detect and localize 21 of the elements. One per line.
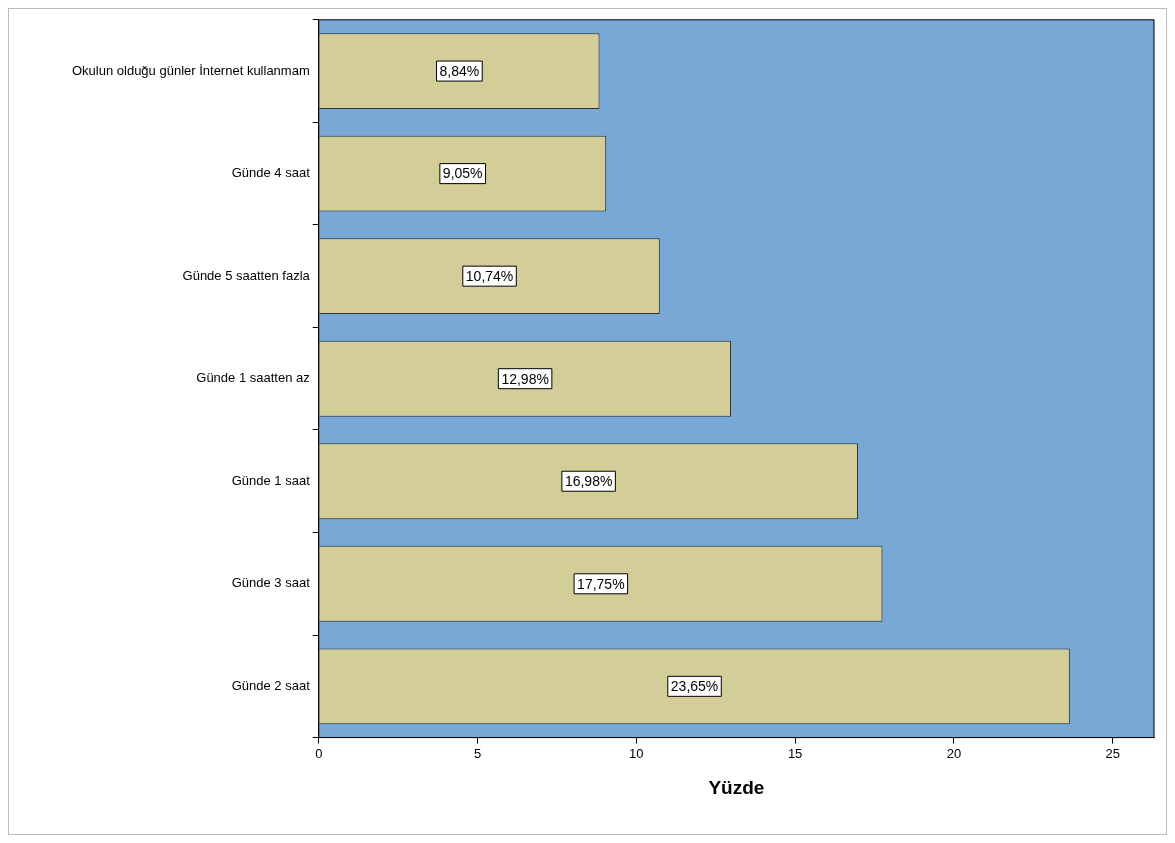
x-tick-label: 25 — [1105, 745, 1120, 761]
y-tick-label: Günde 1 saat — [231, 472, 311, 488]
data-label: 10,74% — [465, 268, 514, 285]
data-label: 16,98% — [564, 473, 613, 490]
x-tick-label: 20 — [946, 745, 962, 761]
data-label: 12,98% — [501, 370, 549, 387]
data-label: 9,05% — [442, 165, 483, 182]
data-label: 23,65% — [670, 678, 719, 695]
y-tick-label: Günde 1 saatten az — [196, 370, 310, 386]
x-axis-title: Yüzde — [708, 776, 765, 798]
data-label: 8,84% — [439, 62, 480, 79]
x-tick-label: 10 — [629, 745, 644, 761]
y-tick-label: Günde 4 saat — [231, 165, 311, 181]
data-label: 17,75% — [577, 575, 625, 592]
y-tick-label: Günde 3 saat — [231, 575, 311, 591]
y-tick-label: Günde 2 saat — [231, 677, 311, 693]
y-tick-label: Okulun olduğu günler İnternet kullanmam — [71, 62, 310, 78]
x-tick-label: 15 — [787, 745, 803, 761]
x-tick-label: 5 — [473, 745, 482, 761]
y-tick-label: Günde 5 saatten fazla — [182, 267, 311, 283]
x-tick-label: 0 — [315, 745, 323, 761]
